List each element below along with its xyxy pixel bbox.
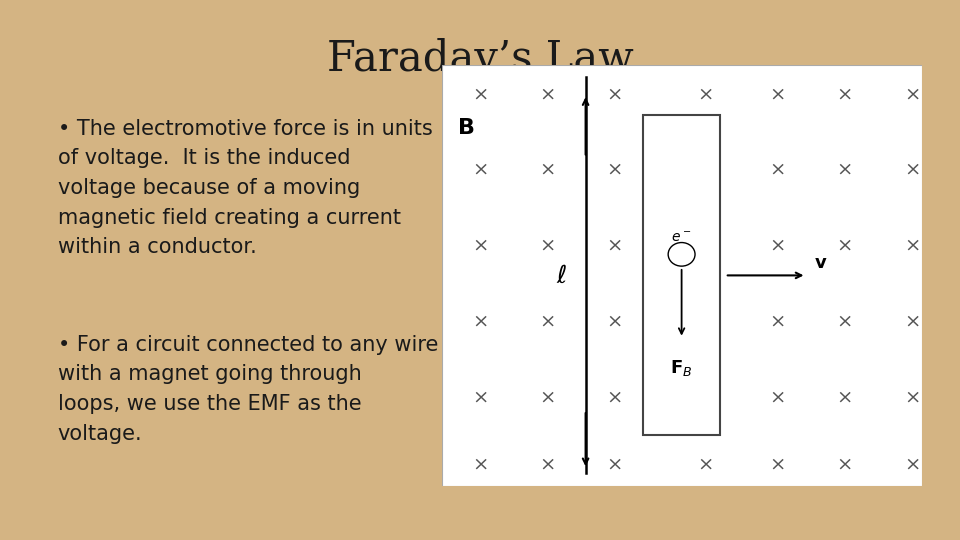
Text: ×: ×	[697, 456, 714, 474]
Text: ×: ×	[539, 313, 556, 330]
Text: ×: ×	[903, 85, 921, 103]
Text: ×: ×	[903, 161, 921, 179]
Text: ×: ×	[769, 161, 786, 179]
Text: ×: ×	[836, 85, 853, 103]
Text: Faraday’s Law: Faraday’s Law	[326, 38, 634, 80]
Text: ×: ×	[903, 237, 921, 255]
Text: ×: ×	[606, 313, 623, 330]
Text: ×: ×	[836, 161, 853, 179]
Text: ×: ×	[903, 389, 921, 407]
Text: ×: ×	[903, 456, 921, 474]
Text: ×: ×	[539, 237, 556, 255]
Text: ×: ×	[606, 161, 623, 179]
Text: ×: ×	[903, 313, 921, 330]
Text: ×: ×	[769, 389, 786, 407]
Text: ×: ×	[769, 313, 786, 330]
Text: ×: ×	[836, 313, 853, 330]
Text: ×: ×	[471, 456, 489, 474]
Text: ×: ×	[836, 237, 853, 255]
Text: ×: ×	[471, 389, 489, 407]
Text: • For a circuit connected to any wire
with a magnet going through
loops, we use : • For a circuit connected to any wire wi…	[58, 335, 438, 443]
Bar	[643, 116, 720, 435]
Text: ×: ×	[769, 85, 786, 103]
Text: ×: ×	[539, 161, 556, 179]
Text: ×: ×	[836, 389, 853, 407]
Text: $\mathbf{v}$: $\mathbf{v}$	[813, 254, 828, 272]
Text: ×: ×	[769, 456, 786, 474]
Text: $\ell$: $\ell$	[556, 264, 567, 287]
Text: ×: ×	[769, 237, 786, 255]
Text: ×: ×	[539, 85, 556, 103]
Text: ×: ×	[539, 389, 556, 407]
Text: ×: ×	[471, 237, 489, 255]
Text: $\mathbf{B}$: $\mathbf{B}$	[457, 117, 474, 139]
Text: ×: ×	[836, 456, 853, 474]
Text: ×: ×	[471, 313, 489, 330]
Text: ×: ×	[606, 456, 623, 474]
Text: ×: ×	[471, 85, 489, 103]
Text: $\mathbf{F}_B$: $\mathbf{F}_B$	[670, 358, 693, 378]
Text: $e^-$: $e^-$	[671, 231, 692, 245]
Text: ×: ×	[471, 161, 489, 179]
Text: ×: ×	[697, 85, 714, 103]
Text: ×: ×	[606, 237, 623, 255]
Text: ×: ×	[539, 456, 556, 474]
Text: • The electromotive force is in units
of voltage.  It is the induced
voltage bec: • The electromotive force is in units of…	[58, 119, 432, 257]
Text: ×: ×	[606, 85, 623, 103]
Text: ×: ×	[606, 389, 623, 407]
